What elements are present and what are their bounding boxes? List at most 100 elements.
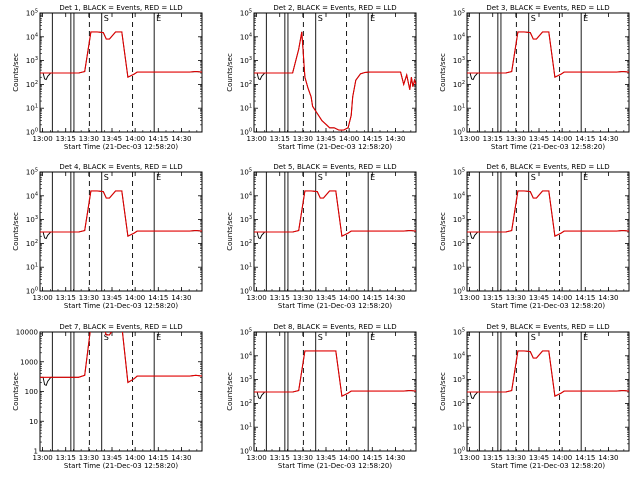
y-tick-label: 100 [453,287,465,296]
x-axis-label: Start Time (21-Dec-03 12:58:20) [491,143,605,151]
x-tick-label: 14:00 [339,135,359,143]
y-axis-label: Counts/sec [12,53,20,92]
lld-series-line [254,31,416,131]
y-tick-label: 102 [453,80,465,89]
x-tick-label: 14:15 [362,294,382,302]
x-tick-label: 14:00 [125,454,145,462]
y-tick-label: 101 [240,263,252,272]
y-tick-label: 104 [26,191,38,200]
events-series-line [254,31,416,131]
lld-series-line [254,190,416,238]
y-tick-label: 100 [25,388,38,396]
x-tick-label: 13:30 [293,294,313,302]
y-tick-label: 102 [26,239,38,248]
panel-title: Det 5, BLACK = Events, RED = LLD [273,163,396,171]
y-tick-label: 1 [34,448,38,456]
y-tick-label: 103 [26,56,38,65]
y-tick-label: 101 [26,104,38,113]
x-tick-label: 13:45 [529,454,549,462]
y-tick-label: 105 [453,328,465,337]
x-tick-label: 14:00 [552,294,572,302]
interval-marker-label: S [318,173,323,182]
y-tick-label: 102 [240,399,252,408]
x-tick-label: 14:15 [148,454,168,462]
x-tick-label: 14:30 [385,454,405,462]
x-tick-label: 13:15 [56,135,76,143]
x-tick-label: 13:45 [102,135,122,143]
y-tick-label: 1000 [20,358,38,366]
y-axis-label: Counts/sec [226,53,234,92]
y-tick-label: 103 [240,56,252,65]
y-tick-label: 105 [240,9,252,18]
x-tick-label: 13:15 [483,294,503,302]
y-tick-label: 100 [453,447,465,456]
x-tick-label: 13:30 [79,294,99,302]
x-tick-label: 13:00 [32,135,52,143]
interval-marker-label: S [531,14,536,23]
lld-series-line [467,350,629,398]
y-tick-label: 100 [240,128,252,137]
y-tick-label: 104 [453,32,465,41]
y-tick-label: 102 [240,80,252,89]
interval-marker-label: E [156,333,161,342]
y-tick-label: 10 [29,418,38,426]
x-tick-label: 14:30 [171,454,191,462]
interval-marker-label: E [370,173,375,182]
x-axis-label: Start Time (21-Dec-03 12:58:20) [64,302,178,310]
x-tick-label: 14:30 [385,294,405,302]
interval-marker-label: E [156,173,161,182]
y-tick-label: 105 [453,9,465,18]
y-tick-label: 100 [240,447,252,456]
x-tick-label: 13:00 [459,135,479,143]
x-tick-label: 13:00 [459,454,479,462]
x-tick-label: 13:15 [270,454,290,462]
x-tick-label: 13:15 [270,135,290,143]
panel-title: Det 6, BLACK = Events, RED = LLD [486,163,609,171]
x-tick-label: 14:00 [552,454,572,462]
x-tick-label: 14:15 [148,135,168,143]
y-axis-label: Counts/sec [12,372,20,411]
y-tick-label: 101 [453,423,465,432]
x-tick-label: 13:30 [79,135,99,143]
x-tick-label: 13:15 [270,294,290,302]
x-tick-label: 13:00 [246,294,266,302]
x-tick-label: 14:00 [339,454,359,462]
x-axis-label: Start Time (21-Dec-03 12:58:20) [491,462,605,470]
y-tick-label: 10000 [16,329,38,337]
interval-marker-label: E [370,14,375,23]
y-axis-label: Counts/sec [226,212,234,251]
x-tick-label: 13:45 [102,294,122,302]
panel-title: Det 7, BLACK = Events, RED = LLD [59,323,182,331]
y-tick-label: 102 [453,239,465,248]
y-tick-label: 104 [26,32,38,41]
y-tick-label: 105 [26,168,38,177]
x-axis-label: Start Time (21-Dec-03 12:58:20) [64,462,178,470]
panel-title: Det 8, BLACK = Events, RED = LLD [273,323,396,331]
y-tick-label: 101 [453,104,465,113]
x-tick-label: 14:00 [552,135,572,143]
y-tick-label: 104 [240,32,252,41]
x-tick-label: 13:45 [102,454,122,462]
y-tick-label: 105 [240,328,252,337]
x-tick-label: 13:00 [32,294,52,302]
panel-title: Det 2, BLACK = Events, RED = LLD [273,4,396,12]
y-tick-label: 100 [453,128,465,137]
interval-marker-label: S [531,173,536,182]
x-tick-label: 14:15 [362,135,382,143]
x-tick-label: 13:30 [293,135,313,143]
y-tick-label: 103 [26,215,38,224]
x-tick-label: 14:00 [339,294,359,302]
interval-marker-label: S [104,14,109,23]
x-tick-label: 14:30 [171,294,191,302]
y-tick-label: 101 [240,423,252,432]
x-tick-label: 13:00 [246,135,266,143]
panel-title: Det 3, BLACK = Events, RED = LLD [486,4,609,12]
y-tick-label: 103 [453,215,465,224]
y-tick-label: 104 [240,351,252,360]
y-tick-label: 101 [240,104,252,113]
y-axis-label: Counts/sec [12,212,20,251]
